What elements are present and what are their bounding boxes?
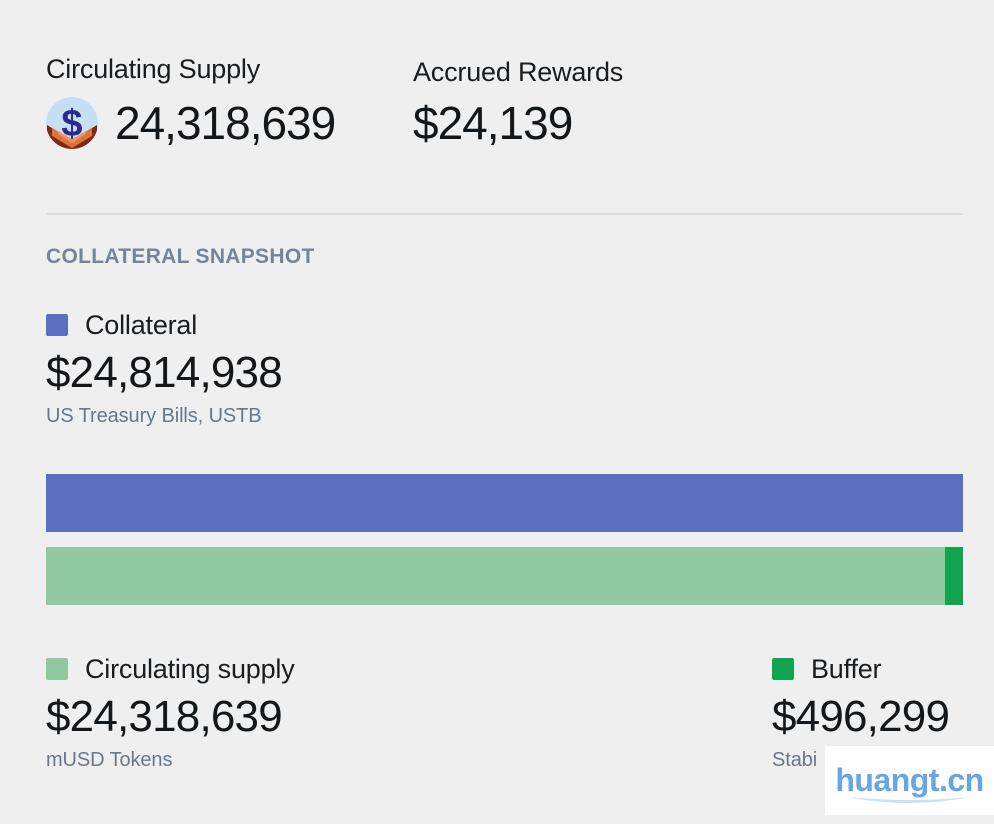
buffer-value: $496,299 bbox=[772, 692, 950, 741]
circulating-supply-legend-block: Circulating supply $24,318,639 mUSD Toke… bbox=[46, 653, 295, 772]
circulating-supply-label: Circulating Supply bbox=[46, 54, 261, 84]
circulating-supply-sublabel: mUSD Tokens bbox=[46, 749, 173, 771]
collateral-sublabel: US Treasury Bills, USTB bbox=[46, 405, 262, 427]
buffer-legend-swatch bbox=[772, 658, 794, 680]
collateral-label: Collateral bbox=[85, 310, 198, 340]
buffer-label: Buffer bbox=[811, 654, 882, 684]
circulating-supply-value: 24,318,639 bbox=[115, 97, 336, 149]
circulating-supply-bar-segment bbox=[46, 547, 945, 605]
collateral-bar bbox=[46, 474, 963, 532]
accrued-rewards-value: $24,139 bbox=[413, 97, 573, 149]
watermark: huangt.cn bbox=[825, 746, 994, 815]
buffer-legend-block: Buffer $496,299 Stabi bbox=[772, 653, 950, 772]
accrued-rewards-label: Accrued Rewards bbox=[413, 57, 624, 87]
buffer-sublabel: Stabi bbox=[772, 749, 818, 771]
watermark-text: huangt.cn bbox=[835, 762, 984, 798]
stat-circulating-supply: Circulating Supply $ 24,318,639 bbox=[46, 54, 336, 149]
circulating-supply-legend-value: $24,318,639 bbox=[46, 692, 283, 741]
section-divider bbox=[46, 213, 963, 215]
circulating-supply-legend-swatch bbox=[46, 658, 68, 680]
section-title: COLLATERAL SNAPSHOT bbox=[46, 245, 315, 268]
collateral-bar-segment bbox=[46, 474, 963, 532]
collateral-legend-block: Collateral $24,814,938 US Treasury Bills… bbox=[46, 309, 283, 428]
circulating-supply-legend-label: Circulating supply bbox=[85, 654, 295, 684]
stat-accrued-rewards: Accrued Rewards $24,139 bbox=[413, 57, 623, 149]
svg-text:$: $ bbox=[61, 103, 82, 145]
buffer-bar-segment bbox=[944, 547, 963, 605]
coin-in-hands-icon: $ bbox=[46, 97, 98, 149]
watermark-swoosh-icon bbox=[847, 797, 971, 803]
collateral-legend-swatch bbox=[46, 314, 68, 336]
supply-buffer-bar bbox=[46, 547, 963, 605]
collateral-value: $24,814,938 bbox=[46, 348, 283, 397]
